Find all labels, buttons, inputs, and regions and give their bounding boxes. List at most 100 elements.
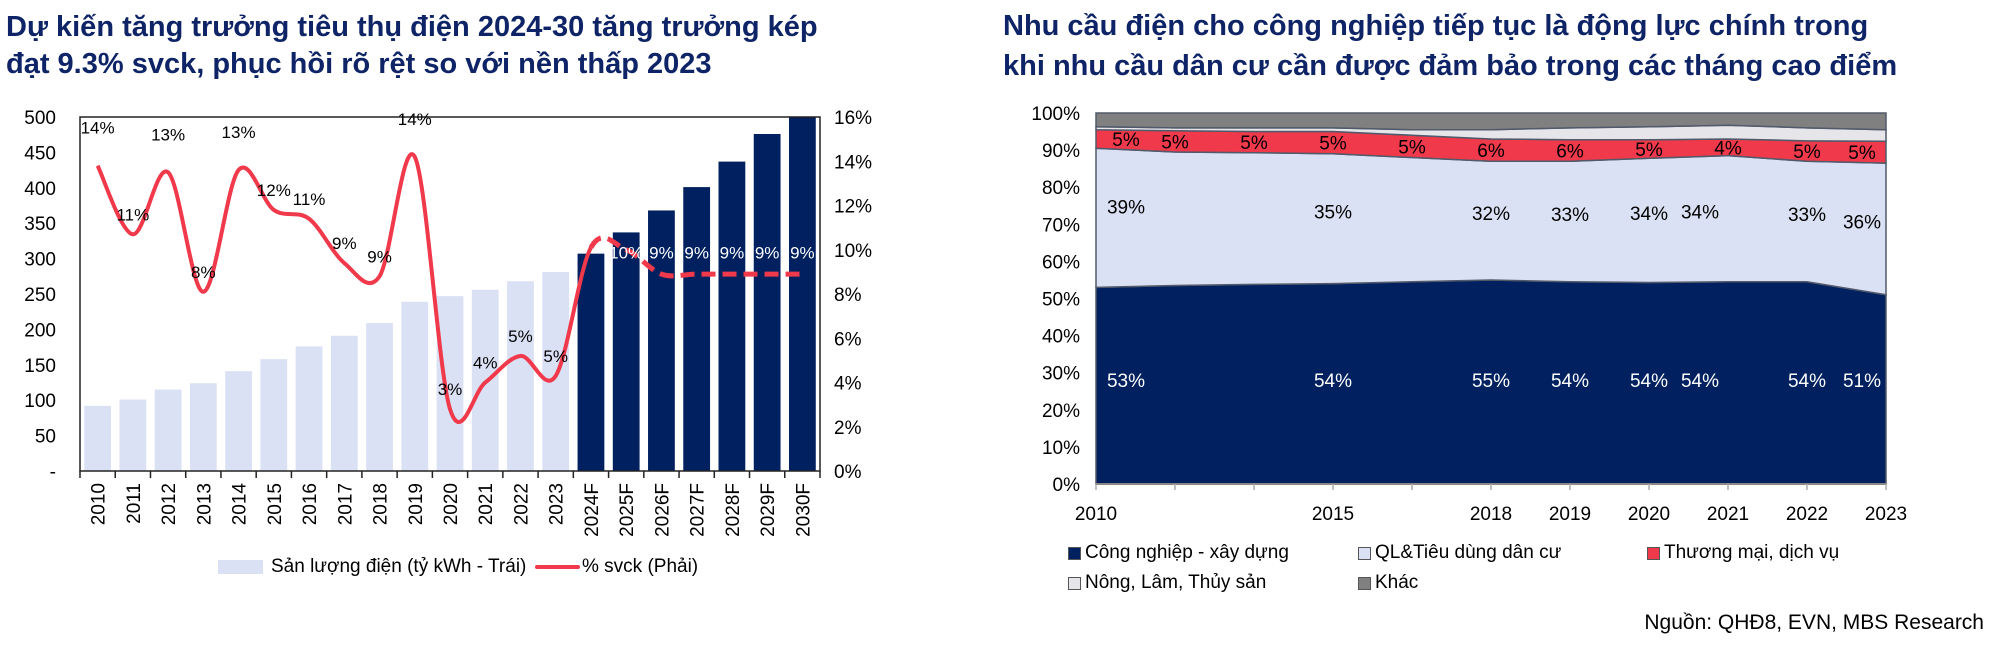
left-axis-tick: 150 [24,356,56,377]
x-axis-label: 2028F [723,483,744,537]
growth-data-label: 9% [790,244,815,263]
x-axis-label: 2020 [441,483,462,525]
right-axis-tick: 14% [834,152,872,173]
x-axis-label: 2010 [1075,504,1117,525]
left-axis-tick: 250 [24,285,56,306]
right-axis-tick: 6% [834,329,862,350]
y-axis-tick: 60% [1042,252,1080,273]
x-axis-label: 2017 [335,483,356,525]
bar-2013 [189,383,217,471]
growth-data-label: 10% [609,244,643,263]
right-chart-title: Nhu cầu điện cho công nghiệp tiếp tục là… [1003,6,1897,86]
y-axis-tick: 40% [1042,327,1080,348]
legend-label-industry: Công nghiệp - xây dựng [1085,542,1289,563]
growth-data-label: 13% [222,123,256,142]
growth-data-label: 14% [398,110,432,129]
x-axis-label: 2025F [617,483,638,537]
x-axis-label: 2011 [124,483,145,524]
x-axis-label: 2023 [1865,504,1907,525]
area-data-label: 53% [1107,371,1145,392]
area-data-label: 54% [1551,371,1589,392]
legend-label-residential: QL&Tiêu dùng dân cư [1375,542,1562,563]
legend-item-agriculture: Nông, Lâm, Thủy sản [1068,572,1266,594]
plot-frame [79,116,821,472]
x-axis-label: 2010 [89,483,110,525]
left-axis-tick: 300 [24,250,56,271]
area-data-label: 5% [1793,142,1821,163]
x-axis-label: 2024F [582,483,603,537]
right-axis-tick: 8% [834,285,862,306]
legend-label-other: Khác [1375,572,1419,593]
legend-label-growth: % svck (Phải) [582,556,699,577]
x-axis-label: 2019 [406,483,427,525]
area-data-label: 5% [1112,130,1140,151]
growth-data-label: 9% [367,247,392,266]
left-axis-tick: 100 [24,391,56,412]
left-axis-tick: 350 [24,214,56,235]
bar-2020 [436,296,464,471]
bar-2015 [260,359,288,471]
left-axis-tick: 200 [24,320,56,341]
bar-2012 [154,389,182,471]
bar-2017 [330,335,358,471]
left-title-line-2: đạt 9.3% svck, phục hồi rõ rệt so với nề… [6,48,712,80]
x-axis-label: 2014 [230,483,251,526]
legend-item-industry: Công nghiệp - xây dựng [1068,542,1289,564]
legend-swatch-other [1358,576,1371,590]
y-axis-tick: 80% [1042,178,1080,199]
growth-data-label: 9% [755,244,780,263]
x-axis-label: 2018 [1470,504,1512,525]
area-data-label: 51% [1843,371,1881,392]
legend-item-commercial: Thương mại, dịch vụ [1647,542,1839,564]
right-axis-tick: 10% [834,241,872,262]
y-axis-tick: 20% [1042,401,1080,422]
growth-data-label: 4% [473,354,498,373]
right-axis-tick: 2% [834,418,862,439]
left-axis-tick: 500 [24,108,56,129]
bar-2011 [119,399,147,471]
area-data-label: 54% [1681,371,1719,392]
growth-data-label: 3% [438,380,463,399]
x-axis-label: 2016 [300,483,321,525]
bar-2018 [366,323,393,471]
area-data-label: 5% [1848,143,1876,164]
legend-label-agriculture: Nông, Lâm, Thủy sản [1085,572,1267,593]
bar-2025F [612,232,640,471]
bar-2019 [401,301,429,471]
bar-2030F [788,117,816,471]
right-title-line-2: khi nhu cầu dân cư cần được đảm bảo tron… [1003,50,1898,82]
area-data-label: 6% [1477,141,1505,162]
legend-label-commercial: Thương mại, dịch vụ [1664,542,1840,563]
y-axis-tick: 30% [1042,364,1080,385]
x-axis-label: 2022 [511,483,532,525]
area-data-label: 5% [1635,140,1663,161]
right-axis-tick: 12% [834,197,872,218]
legend-item-other: Khác [1358,572,1418,594]
left-title-line-1: Dự kiến tăng trưởng tiêu thụ điện 2024-3… [6,11,818,43]
x-axis-label: 2021 [476,483,497,525]
legend-swatch-agriculture [1068,576,1081,590]
y-axis-tick: 0% [1053,475,1081,496]
right-axis-tick: 16% [834,108,872,129]
growth-data-label: 11% [293,190,326,209]
legend-item-residential: QL&Tiêu dùng dân cư [1358,542,1561,564]
legend-swatch-growth [535,565,580,569]
right-axis-tick: 0% [834,462,862,483]
left-axis-tick: 400 [24,179,56,200]
y-axis-tick: 10% [1042,438,1080,459]
bar-2016 [295,346,323,471]
area-data-label: 35% [1314,202,1352,223]
area-data-label: 32% [1472,204,1510,225]
growth-data-label: 14% [81,119,115,138]
area-data-label: 39% [1107,198,1145,219]
growth-data-label: 12% [257,181,291,200]
growth-data-label: 9% [332,234,357,253]
legend-item-production: Sản lượng điện (tỷ kWh - Trái) [218,556,526,578]
x-axis-label: 2012 [159,483,180,525]
y-axis-tick: 70% [1042,215,1080,236]
growth-data-label: 11% [116,205,149,224]
y-axis-tick: 50% [1042,290,1080,311]
legend-swatch-industry [1068,546,1081,560]
growth-data-label: 13% [151,125,185,144]
